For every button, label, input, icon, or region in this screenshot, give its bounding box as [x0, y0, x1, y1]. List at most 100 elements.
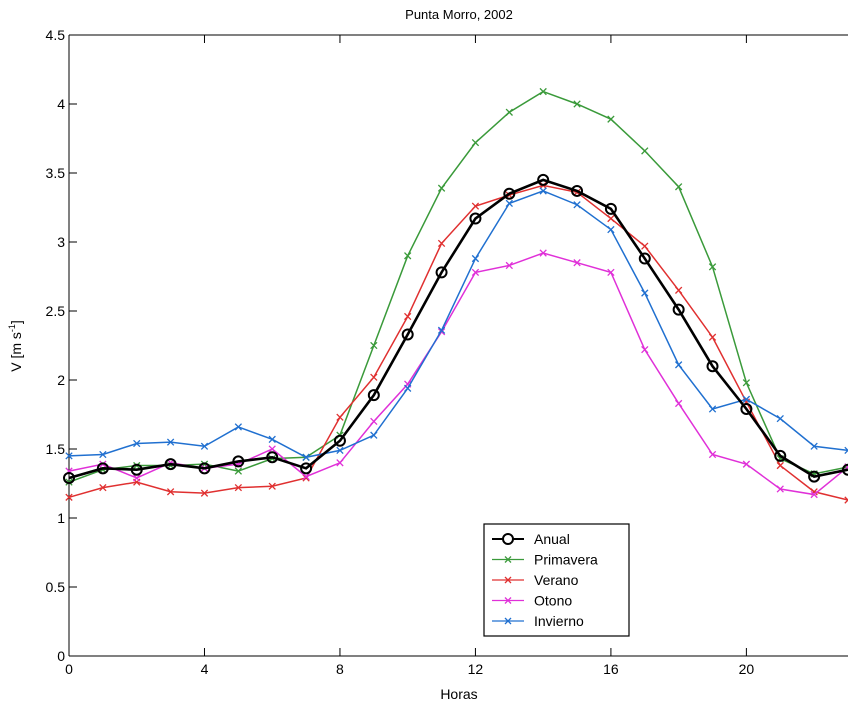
data-point — [505, 199, 513, 208]
legend: Anual Primavera Verano Otono Invierno — [483, 523, 630, 637]
data-point — [133, 474, 141, 482]
data-point — [708, 333, 717, 341]
data-point — [504, 576, 512, 584]
data-point — [234, 483, 243, 492]
data-point — [641, 289, 649, 297]
data-point — [842, 463, 848, 476]
data-point — [674, 286, 683, 294]
data-point — [437, 239, 446, 248]
data-point — [65, 452, 73, 460]
data-point — [404, 384, 412, 392]
data-point — [471, 254, 480, 263]
legend-label: Verano — [534, 572, 579, 588]
data-point — [370, 341, 378, 350]
data-point — [607, 268, 615, 277]
data-point — [539, 187, 547, 195]
legend-item-invierno: Invierno — [492, 613, 584, 629]
data-point — [844, 496, 848, 501]
data-point — [808, 470, 821, 483]
data-point — [99, 450, 107, 459]
data-point — [471, 268, 480, 277]
data-point — [437, 184, 446, 192]
legend-label: Primavera — [534, 552, 598, 568]
legend-item-otono: Otono — [492, 593, 572, 609]
data-point — [469, 212, 482, 225]
legend-item-primavera: Primavera — [492, 552, 598, 568]
data-point — [370, 373, 378, 381]
x-tick-label: 8 — [336, 661, 344, 677]
y-axis-label: V [m s-1] — [7, 320, 24, 372]
series-line — [68, 90, 848, 483]
y-axis-label-superscript: -1 — [7, 324, 17, 332]
data-point — [674, 183, 683, 191]
data-point — [200, 442, 209, 450]
data-point — [539, 249, 547, 257]
series-line — [68, 190, 848, 459]
y-tick-label: 3.5 — [46, 165, 66, 181]
x-axis-label: Horas — [440, 686, 477, 702]
data-point — [300, 462, 313, 475]
data-point — [336, 459, 344, 467]
data-point — [268, 455, 276, 463]
data-point — [63, 471, 75, 484]
data-point — [638, 252, 651, 265]
data-point — [437, 326, 446, 334]
data-point — [401, 328, 414, 341]
data-point — [268, 435, 276, 443]
data-point — [674, 361, 683, 369]
data-point — [607, 225, 615, 234]
data-point — [844, 499, 848, 504]
data-point — [367, 389, 380, 402]
data-point — [302, 453, 310, 461]
data-point — [234, 467, 243, 475]
data-point — [776, 461, 784, 470]
y-tick-label: 4 — [57, 96, 65, 112]
data-point — [810, 490, 818, 499]
x-tick-label: 16 — [603, 661, 619, 677]
y-tick-label: 2 — [57, 372, 65, 388]
data-point — [268, 482, 276, 490]
data-point — [336, 446, 344, 455]
data-point — [774, 449, 787, 462]
y-axis-label-close: ] — [8, 320, 24, 324]
legend-label: Invierno — [534, 613, 584, 629]
data-point — [674, 399, 683, 408]
data-point — [504, 597, 512, 604]
data-point — [232, 455, 245, 468]
legend-label: Otono — [534, 593, 572, 609]
x-tick-label: 12 — [468, 661, 484, 677]
data-point — [471, 202, 480, 210]
data-point — [776, 485, 784, 493]
data-point — [266, 451, 279, 464]
y-axis-label-main: V [m s — [8, 332, 24, 372]
y-tick-label: 1.5 — [46, 441, 66, 457]
series-invierno — [65, 187, 848, 461]
data-point — [742, 395, 751, 403]
data-point — [672, 303, 685, 316]
series-line — [68, 184, 848, 501]
data-point — [844, 449, 848, 455]
data-point — [370, 417, 378, 426]
data-point — [844, 446, 848, 452]
data-point — [166, 488, 175, 496]
data-point — [607, 214, 615, 223]
data-point — [539, 87, 547, 96]
x-tick-label: 0 — [65, 661, 73, 677]
data-point — [537, 173, 550, 186]
data-point — [607, 115, 615, 123]
data-point — [708, 405, 717, 413]
data-point — [742, 379, 751, 387]
data-point — [200, 489, 209, 497]
y-tick-label: 2.5 — [46, 303, 66, 319]
data-point — [641, 242, 649, 250]
y-tick-label: 0.5 — [46, 579, 66, 595]
data-point — [740, 402, 753, 415]
data-point — [573, 259, 581, 267]
data-point — [571, 184, 584, 197]
y-tick-label: 0 — [57, 648, 65, 664]
data-point — [504, 556, 512, 563]
data-point — [471, 138, 480, 147]
data-point — [435, 266, 448, 279]
chart-title: Punta Morro, 2002 — [405, 7, 513, 22]
